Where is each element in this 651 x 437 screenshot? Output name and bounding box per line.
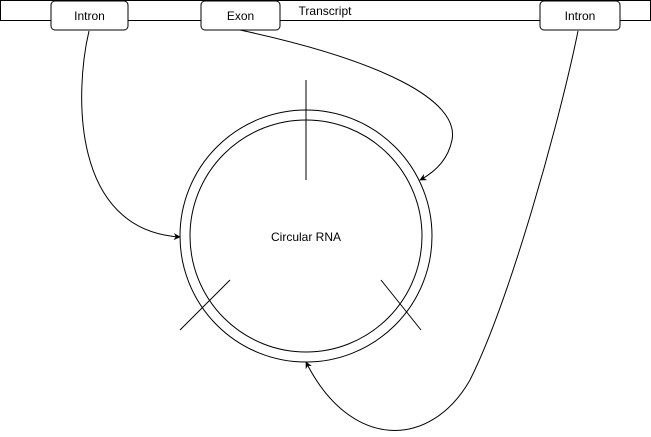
left-intron-box: Intron <box>50 0 129 31</box>
left-intron-arrow <box>81 30 181 241</box>
transcript-label: Transcript <box>299 4 353 18</box>
left-intron-rect <box>50 0 129 31</box>
exon-box: Exon <box>200 0 281 31</box>
right-intron-label: Intron <box>565 9 596 23</box>
right-intron-rect <box>539 0 621 31</box>
right-intron-arrow <box>305 30 579 431</box>
left-intron-label: Intron <box>74 9 105 23</box>
right-intron-box: Intron <box>539 0 621 31</box>
circular-rna-label: Circular RNA <box>271 230 341 244</box>
exon-label: Exon <box>227 9 254 23</box>
junction-tick-lower-right <box>380 279 422 331</box>
junction-tick-lower-left <box>179 279 231 331</box>
exon-arrow <box>239 29 454 181</box>
